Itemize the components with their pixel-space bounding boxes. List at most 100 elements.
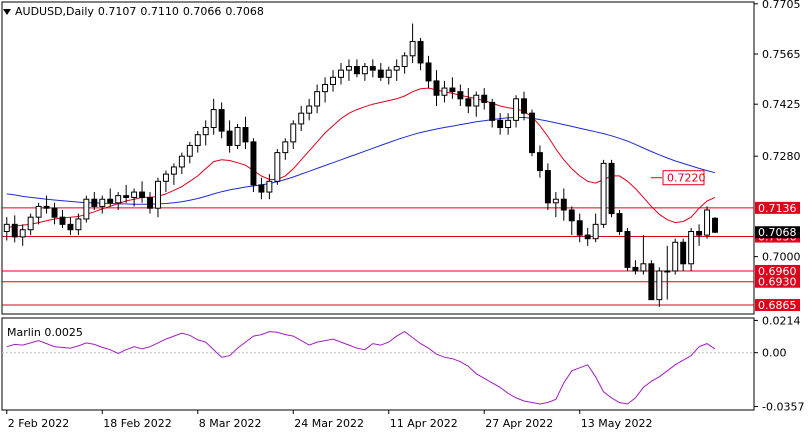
candle-body (234, 127, 241, 146)
candle-body (664, 270, 671, 273)
candle-body (640, 263, 647, 272)
candle-body (147, 196, 153, 209)
candle-body (99, 198, 106, 207)
candle-body (369, 66, 376, 71)
candle-body (186, 144, 193, 157)
level-tag-label: 0.7136 (758, 202, 797, 215)
level-tag-box (755, 299, 800, 312)
candle-body (560, 198, 567, 211)
candle-body (306, 105, 313, 114)
level-tag-label: 0.6960 (758, 265, 797, 278)
candle-body (497, 119, 504, 129)
candle-body (536, 152, 543, 172)
candle-body (441, 87, 448, 96)
candle-body (449, 87, 456, 93)
candle-body (576, 220, 583, 236)
candle-body (529, 112, 535, 154)
candle-body (27, 216, 34, 231)
time-tick-label: 11 Apr 2022 (390, 417, 458, 430)
candle-body (704, 209, 711, 236)
candle-body (330, 76, 337, 85)
candle-body (521, 98, 527, 114)
ohlc-low: 0.7066 (182, 5, 222, 18)
candle-body (298, 112, 305, 125)
candle-body (465, 98, 472, 107)
candle-body (322, 83, 329, 93)
candle-body (680, 241, 687, 265)
level-tag-label: 0.6930 (758, 276, 797, 289)
candle-body (377, 69, 384, 78)
horizontal-levels: 0.71360.70560.69600.69300.68650.72200.70… (2, 170, 800, 312)
candle-body (624, 231, 631, 268)
candle-body (712, 217, 718, 233)
candle-body (457, 91, 464, 100)
candle-body (35, 205, 42, 218)
candle-body (139, 191, 146, 198)
candle-body (282, 141, 289, 154)
candle-body (107, 198, 114, 204)
candle-body (648, 263, 655, 301)
candle-body (505, 119, 512, 129)
candle-body (67, 223, 74, 231)
candle-body (409, 40, 416, 57)
oscillator-axis: 0.0214 0.00 -0.0357 (754, 314, 804, 414)
candle-body (632, 266, 639, 272)
candle-body (91, 198, 98, 207)
candle-body (672, 241, 679, 272)
candle-body (656, 270, 663, 301)
candle-body (250, 141, 257, 186)
candle-body (43, 205, 50, 209)
time-tick-label: 27 Apr 2022 (485, 417, 553, 430)
candle-body (11, 223, 18, 238)
candle-body (401, 55, 408, 68)
oscillator-path (6, 331, 716, 405)
level-tag-box (755, 275, 800, 288)
candle-body (345, 66, 352, 71)
chart-header: AUDUSD,Daily 0.7107 0.7110 0.7066 0.7068 (3, 5, 264, 18)
level-tag-label: 0.6865 (758, 299, 797, 312)
candle-body (59, 216, 66, 225)
candle-body (552, 198, 559, 204)
candle-body (353, 66, 360, 75)
candle-body (123, 195, 130, 198)
level-tag-box (755, 201, 800, 214)
candle-body (616, 213, 623, 233)
price-tick-label: 0.7705 (762, 0, 801, 11)
candle-body (425, 62, 432, 82)
candle-body (115, 195, 122, 204)
ma-fast-path (6, 87, 716, 229)
candle-body (155, 180, 161, 209)
oscillator-line (2, 331, 754, 405)
candle-body (194, 134, 201, 146)
price-tick-label: 0.7565 (762, 48, 801, 61)
candle-body (338, 69, 344, 78)
oscillator-tick-label: -0.0357 (762, 401, 804, 414)
oscillator-tick-label: 0.0214 (762, 314, 801, 327)
candle-body (688, 231, 695, 265)
candle-body (210, 109, 217, 129)
candle-body (258, 184, 265, 193)
chart-frame (1, 1, 755, 411)
ohlc-open: 0.7107 (97, 5, 137, 18)
candle-body (75, 218, 82, 231)
candle-body (385, 69, 392, 78)
candle-body (19, 229, 26, 238)
candle-body (290, 123, 297, 143)
candle-body (393, 66, 400, 71)
candle-body (568, 209, 575, 222)
ma-fast-line (6, 87, 716, 229)
time-axis: 2 Feb 2022 18 Feb 2022 8 Mar 2022 24 Mar 20… (6, 410, 653, 430)
time-tick-label: 24 Mar 2022 (294, 417, 364, 430)
candle-body (131, 191, 138, 198)
time-tick-label: 13 May 2022 (581, 417, 653, 430)
price-axis: 0.7705 0.7565 0.7425 0.7280 0.7000 (754, 0, 801, 264)
ohlc-high: 0.7110 (140, 5, 179, 18)
current-price-label: 0.7068 (758, 226, 797, 239)
oscillator-label: Marlin 0.0025 (7, 326, 83, 339)
chevron-down-icon[interactable] (3, 8, 11, 15)
price-tick-label: 0.7000 (762, 251, 801, 264)
candle-body (481, 94, 488, 103)
candle-body (600, 162, 607, 225)
oscillator-pane-border (1, 317, 755, 411)
